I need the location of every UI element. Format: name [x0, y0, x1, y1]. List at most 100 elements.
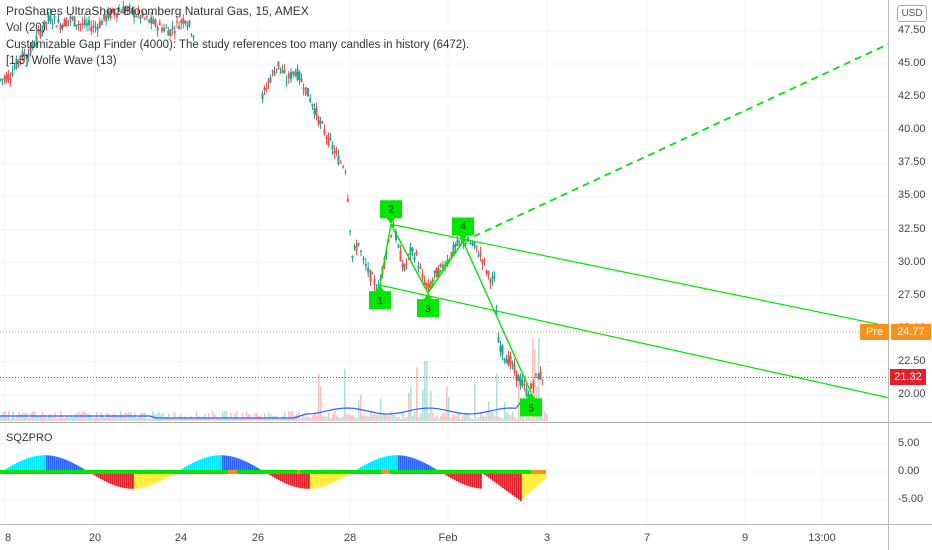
- sqzpro-bar: [488, 472, 490, 478]
- sqzpro-bar: [486, 472, 488, 477]
- squeeze-dot: [531, 470, 534, 474]
- sqzpro-bar: [66, 460, 68, 472]
- price-tick-label: 40.00: [898, 123, 926, 136]
- sqzpro-bar: [342, 472, 344, 478]
- volume-bar: [466, 412, 468, 421]
- sqzpro-bar: [146, 472, 148, 487]
- candle-body: [339, 162, 342, 164]
- volume-bar: [420, 413, 422, 421]
- candle-body: [483, 259, 486, 261]
- sqzpro-bar: [192, 462, 194, 472]
- squeeze-dot: [459, 470, 462, 474]
- time-tick-label: 28: [343, 532, 357, 544]
- last-price-badge: 21.32: [890, 369, 926, 385]
- volume-bar: [522, 412, 524, 421]
- volume-bar: [72, 417, 74, 421]
- candle-body: [344, 171, 347, 173]
- squeeze-dot: [534, 470, 537, 474]
- candle-body: [130, 8, 133, 13]
- candle-body: [47, 15, 50, 21]
- sqzpro-bar: [52, 455, 54, 472]
- volume-bar: [314, 412, 316, 421]
- volume-bar: [286, 418, 288, 421]
- volume-bar: [300, 418, 302, 421]
- sqzpro-bar: [300, 472, 302, 489]
- candle-body: [539, 372, 542, 380]
- wolfe-point-2: 2: [380, 200, 402, 225]
- candle-body: [515, 370, 518, 381]
- sqzpro-bar: [522, 472, 524, 499]
- volume-bar: [310, 418, 312, 421]
- candle-body: [435, 268, 438, 278]
- currency-button[interactable]: USD: [897, 5, 927, 22]
- sqzpro-bar: [392, 455, 394, 472]
- candle-body: [375, 289, 378, 291]
- wolfe-wave-study-label[interactable]: [1.5] Wolfe Wave (13): [6, 55, 117, 67]
- candle-body: [5, 74, 8, 82]
- candle-body: [143, 17, 146, 19]
- candle-body: [387, 240, 390, 242]
- candle-body: [401, 263, 404, 268]
- candle-body: [103, 13, 106, 20]
- symbol-title[interactable]: ProShares UltraShort Bloomberg Natural G…: [6, 4, 309, 18]
- sqzpro-bar: [184, 467, 186, 472]
- volume-study-label[interactable]: Vol (20): [6, 22, 46, 34]
- volume-bar: [40, 414, 42, 421]
- candle-body: [456, 239, 459, 246]
- sqzpro-bar: [460, 472, 462, 484]
- candle-body: [491, 275, 494, 280]
- wolfe-line: [427, 241, 464, 294]
- wolfe-line: [390, 223, 429, 294]
- candle-body: [19, 59, 22, 61]
- candle-body: [513, 364, 516, 372]
- squeeze-dot: [30, 470, 33, 474]
- volume-bar: [80, 413, 82, 421]
- candle-body: [279, 67, 282, 69]
- squeeze-dot: [519, 470, 522, 474]
- squeeze-dot: [111, 470, 114, 474]
- sqzpro-bar: [386, 456, 388, 472]
- candle-body: [15, 58, 18, 69]
- volume-bar: [460, 418, 462, 421]
- sqzpro-bar: [204, 457, 206, 472]
- gap-finder-study-label[interactable]: Customizable Gap Finder (4000): The stud…: [6, 39, 470, 51]
- volume-bar: [244, 418, 246, 421]
- candle-body: [415, 251, 418, 256]
- volume-bar: [528, 416, 530, 421]
- sqzpro-bar: [198, 460, 200, 472]
- squeeze-dot: [306, 470, 309, 474]
- candle-body: [3, 76, 6, 79]
- price-tick-label: 42.50: [898, 90, 926, 103]
- squeeze-dot: [255, 470, 258, 474]
- sqzpro-bar: [32, 456, 34, 472]
- sqzpro-bar: [224, 455, 226, 472]
- candle-body: [133, 10, 136, 18]
- squeeze-dot: [141, 470, 144, 474]
- volume-bar: [320, 386, 322, 421]
- volume-bar: [388, 415, 390, 421]
- volume-bar: [358, 399, 360, 421]
- volume-ma-line: [0, 399, 541, 419]
- wolfe-line: [462, 241, 532, 393]
- squeeze-dot: [156, 470, 159, 474]
- candle-body: [45, 22, 48, 24]
- sqzpro-bar: [472, 472, 474, 488]
- volume-bar: [326, 416, 328, 421]
- squeeze-dot: [381, 470, 384, 474]
- volume-bar: [20, 413, 22, 421]
- sqzpro-study-label[interactable]: SQZPRO: [6, 432, 53, 444]
- volume-bar: [128, 412, 130, 421]
- volume-bar: [324, 416, 326, 421]
- squeeze-dot: [129, 470, 132, 474]
- candle-body: [471, 243, 474, 246]
- candle-body: [294, 72, 297, 76]
- candle-body: [304, 87, 307, 95]
- squeeze-dot: [93, 470, 96, 474]
- squeeze-dot: [369, 470, 372, 474]
- squeeze-dot: [282, 470, 285, 474]
- squeeze-dot: [138, 470, 141, 474]
- volume-bar: [144, 412, 146, 421]
- volume-bar: [492, 411, 494, 421]
- volume-bar: [390, 411, 392, 421]
